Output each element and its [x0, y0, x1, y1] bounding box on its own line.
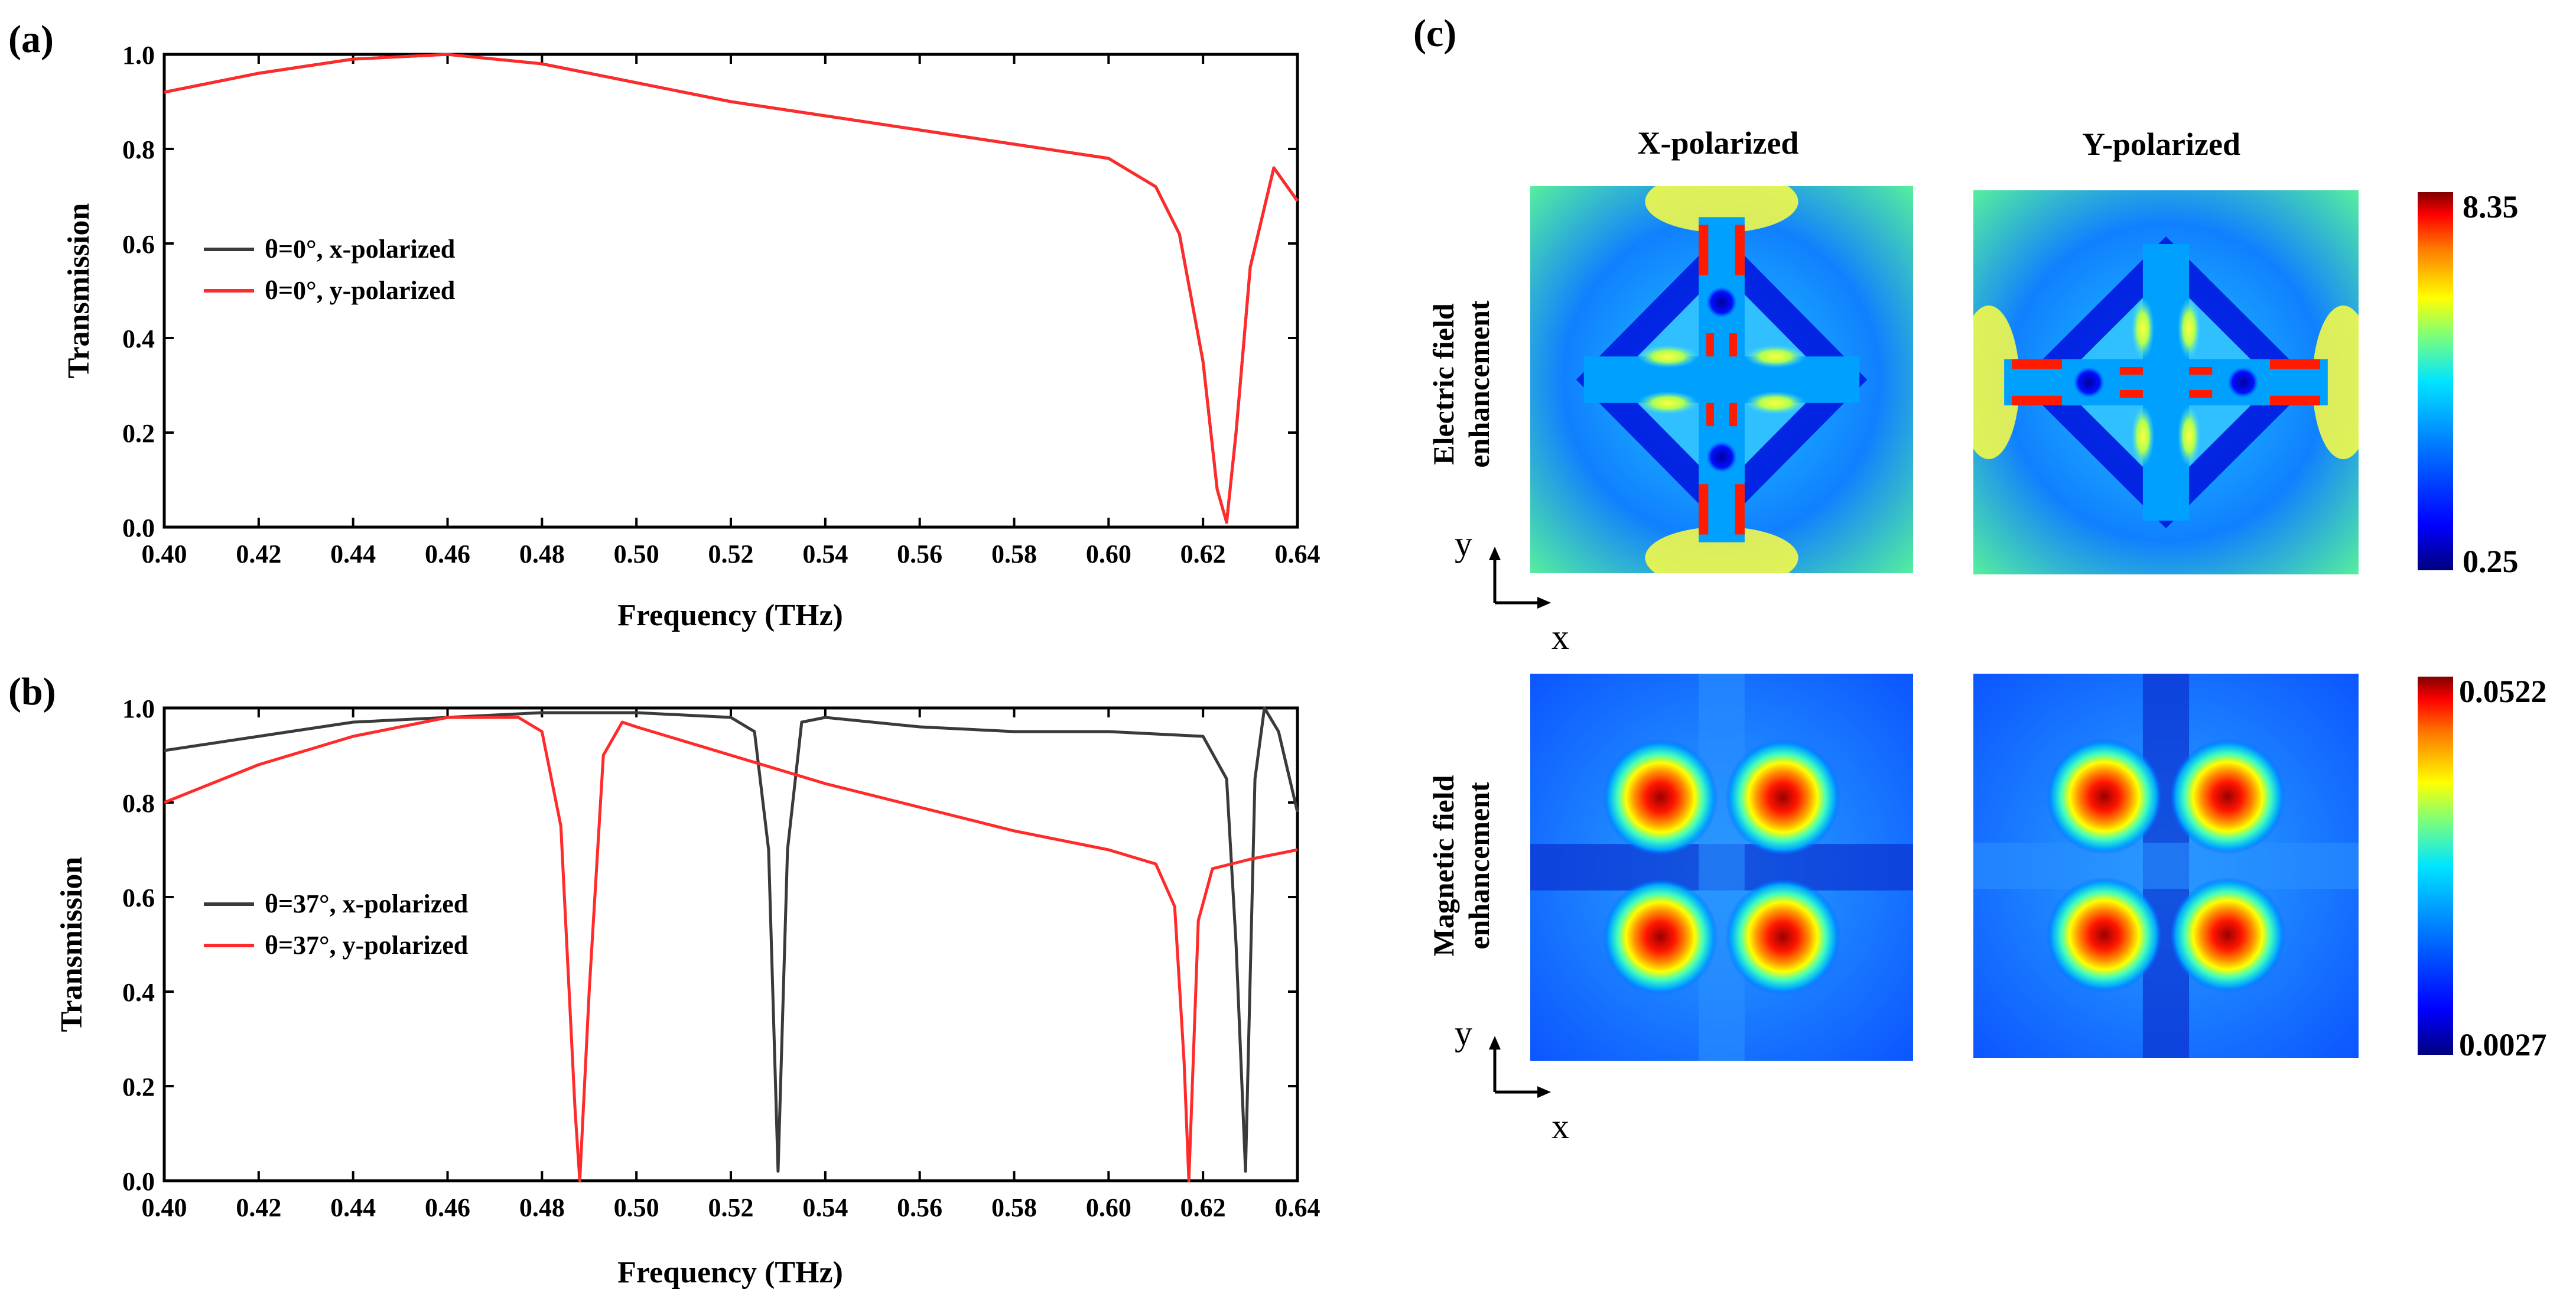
y-tick-label: 0.6 — [122, 230, 155, 259]
chart-a-xlabel: Frequency (THz) — [617, 599, 843, 632]
row-label-electric: Electric field enhancement — [1427, 300, 1495, 468]
x-tick-label: 0.44 — [330, 540, 376, 568]
field-maps: X-polarized Y-polarized Electric field e… — [1427, 125, 2547, 1146]
x-tick-label: 0.52 — [708, 1193, 754, 1222]
chart-a-ytick-labels: 0.0 0.2 0.4 0.6 0.8 1.0 — [122, 41, 155, 542]
colorbar-magnetic-min: 0.0027 — [2459, 1027, 2547, 1063]
arrow-up-icon — [1489, 547, 1501, 560]
chart-b-legend: θ=37°, x-polarized θ=37°, y-polarized — [204, 889, 468, 960]
x-tick-label: 0.56 — [897, 1193, 942, 1222]
y-tick-label: 0.2 — [122, 419, 155, 448]
svg-text:enhancement: enhancement — [1462, 782, 1495, 950]
x-tick-label: 0.64 — [1275, 1193, 1320, 1222]
arrow-right-icon — [1537, 1086, 1551, 1098]
x-tick-label: 0.62 — [1180, 1193, 1226, 1222]
x-tick-label: 0.60 — [1086, 1193, 1131, 1222]
x-tick-label: 0.46 — [425, 540, 470, 568]
y-tick-label: 0.2 — [122, 1073, 155, 1102]
y-tick-label: 0.0 — [122, 514, 155, 542]
x-tick-label: 0.50 — [614, 540, 659, 568]
chart-a-legend-label-x: θ=0°, x-polarized — [265, 235, 455, 264]
chart-a-series-lines — [164, 53, 1299, 524]
x-tick-label: 0.40 — [142, 1193, 187, 1222]
chart-b: 0.40 0.42 0.44 0.46 0.48 0.50 0.52 0.54 0.56 0.58… — [55, 694, 1320, 1289]
y-tick-label: 0.8 — [122, 135, 155, 164]
series-line-y-polarized — [164, 53, 1299, 524]
x-tick-label: 0.40 — [142, 540, 187, 568]
y-tick-label: 0.8 — [122, 789, 155, 818]
x-tick-label: 0.48 — [519, 540, 565, 568]
x-tick-label: 0.52 — [708, 540, 754, 568]
axis-y-label: y — [1455, 1013, 1472, 1052]
x-tick-label: 0.56 — [897, 540, 942, 568]
axis-indicator-electric: y x — [1455, 524, 1569, 657]
y-tick-label: 0.6 — [122, 883, 155, 912]
x-tick-label: 0.58 — [991, 1193, 1037, 1222]
x-tick-label: 0.42 — [236, 540, 281, 568]
y-tick-label: 1.0 — [122, 694, 155, 723]
heatmap-electric-x — [1530, 186, 1913, 573]
panel-label-b: (b) — [8, 670, 56, 713]
chart-b-series-lines — [164, 706, 1299, 1182]
chart-a-ylabel: Transmission — [62, 203, 96, 379]
x-tick-label: 0.48 — [519, 1193, 565, 1222]
series-line-x-polarized — [164, 706, 1299, 1173]
chart-a-legend-label-y: θ=0°, y-polarized — [265, 276, 455, 305]
arrow-right-icon — [1537, 597, 1551, 609]
chart-b-xlabel: Frequency (THz) — [617, 1256, 843, 1289]
chart-a-legend: θ=0°, x-polarized θ=0°, y-polarized — [204, 235, 455, 305]
column-label-x-polarized: X-polarized — [1638, 125, 1799, 161]
heatmap-magnetic-y — [1973, 674, 2359, 1058]
panel-label-a: (a) — [8, 18, 54, 61]
x-tick-label: 0.54 — [802, 1193, 848, 1222]
x-tick-label: 0.42 — [236, 1193, 281, 1222]
y-tick-label: 0.0 — [122, 1167, 155, 1196]
series-line-y-polarized — [164, 716, 1298, 1182]
x-tick-label: 0.60 — [1086, 540, 1131, 568]
chart-b-ticks — [163, 707, 1299, 1182]
x-tick-label: 0.50 — [614, 1193, 659, 1222]
x-tick-label: 0.62 — [1180, 540, 1226, 568]
colorbar-magnetic — [2418, 677, 2453, 1055]
x-tick-label: 0.54 — [802, 540, 848, 568]
heatmap-magnetic-x — [1530, 674, 1913, 1061]
heatmap-electric-y — [1973, 190, 2359, 574]
y-tick-label: 1.0 — [122, 41, 155, 70]
axis-y-label: y — [1455, 524, 1472, 563]
chart-b-ylabel: Transmission — [55, 857, 89, 1032]
chart-b-xtick-labels: 0.40 0.42 0.44 0.46 0.48 0.50 0.52 0.54 0.56 0.58… — [142, 1193, 1320, 1222]
colorbar-electric-max: 8.35 — [2463, 189, 2519, 225]
chart-a-ticks — [163, 53, 1299, 528]
x-tick-label: 0.44 — [330, 1193, 376, 1222]
x-tick-label: 0.64 — [1275, 540, 1320, 568]
chart-a: 0.40 0.42 0.44 0.46 0.48 0.50 0.52 0.54 0.56 0.58… — [62, 41, 1320, 632]
colorbar-electric-min: 0.25 — [2463, 544, 2519, 579]
row-label-magnetic: Magnetic field enhancement — [1427, 775, 1495, 956]
y-tick-label: 0.4 — [122, 324, 155, 353]
colorbar-electric — [2418, 192, 2453, 570]
colorbar-magnetic-max: 0.0522 — [2459, 674, 2547, 709]
chart-b-ytick-labels: 0.0 0.2 0.4 0.6 0.8 1.0 — [122, 694, 155, 1196]
x-tick-label: 0.46 — [425, 1193, 470, 1222]
column-label-y-polarized: Y-polarized — [2082, 126, 2240, 162]
chart-a-xtick-labels: 0.40 0.42 0.44 0.46 0.48 0.50 0.52 0.54 0.56 0.58… — [142, 540, 1320, 568]
axis-indicator-magnetic: y x — [1455, 1013, 1569, 1146]
y-tick-label: 0.4 — [122, 978, 155, 1007]
svg-text:enhancement: enhancement — [1462, 300, 1495, 468]
axis-x-label: x — [1552, 1107, 1569, 1146]
x-tick-label: 0.58 — [991, 540, 1037, 568]
svg-text:Magnetic field: Magnetic field — [1427, 775, 1460, 956]
arrow-up-icon — [1489, 1036, 1501, 1050]
chart-b-legend-label-y: θ=37°, y-polarized — [265, 931, 468, 960]
axis-x-label: x — [1552, 618, 1569, 657]
svg-text:Electric field: Electric field — [1427, 303, 1460, 465]
panel-label-c: (c) — [1413, 12, 1456, 55]
chart-b-legend-label-x: θ=37°, x-polarized — [265, 889, 468, 918]
